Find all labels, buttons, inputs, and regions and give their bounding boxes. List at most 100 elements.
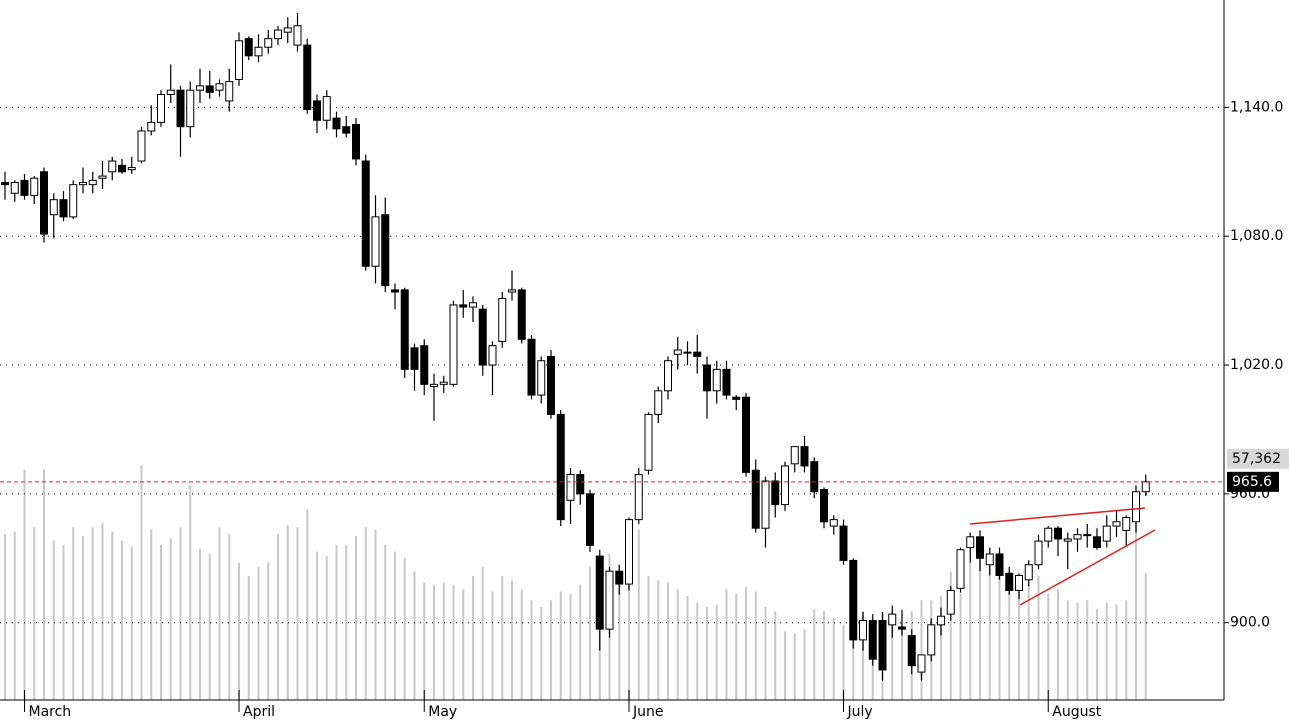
volume-bar [891, 611, 894, 700]
volume-bar [1096, 609, 1098, 700]
candle-body [1093, 536, 1101, 549]
candle-body [888, 613, 897, 626]
candle-body [586, 493, 594, 546]
volume-layer [4, 465, 1147, 700]
y-tick-label: 1,020.0 [1230, 357, 1283, 373]
volume-bar [1066, 600, 1069, 700]
volume-bar [520, 589, 523, 700]
volume-bar [121, 540, 123, 700]
volume-bar [842, 624, 845, 700]
candle-body [147, 121, 156, 132]
volume-bar [296, 527, 299, 700]
candle-body [332, 117, 341, 130]
candle-body [381, 214, 390, 287]
candle-body [751, 469, 760, 529]
candle-body [927, 624, 936, 656]
candle-body [313, 100, 321, 121]
volume-bar [706, 606, 708, 700]
candle-body [449, 304, 458, 385]
volume-bar [481, 567, 484, 700]
volume-bar [559, 591, 562, 700]
candle-body [693, 351, 702, 357]
candle-body [254, 46, 263, 57]
volume-bar [43, 469, 45, 700]
x-tick-label: August [1052, 704, 1102, 720]
volume-bar [364, 527, 367, 700]
candle-body [293, 25, 302, 46]
volume-bar [550, 600, 552, 700]
volume-bar [101, 522, 104, 700]
candle-body [469, 302, 477, 308]
last-price-label: 965.6 [1232, 474, 1272, 490]
volume-bar [13, 531, 16, 700]
candle-body [478, 308, 487, 366]
volume-bar [676, 589, 679, 700]
volume-bar [130, 547, 133, 700]
volume-bar [394, 551, 396, 700]
volume-bar [540, 606, 543, 700]
y-tick-label: 900.0 [1230, 615, 1270, 631]
volume-bar [1086, 600, 1089, 700]
candle-body [790, 446, 799, 465]
volume-bar [150, 529, 153, 700]
candle-body [956, 549, 965, 589]
volume-bar [686, 595, 689, 700]
volume-bar [1047, 593, 1050, 700]
candle-body [420, 345, 429, 385]
candle-body [1024, 564, 1033, 581]
volume-bar [472, 575, 474, 700]
volume-bar [491, 591, 494, 700]
candle-body [995, 553, 1004, 576]
candle-body [391, 289, 399, 293]
candle-body [566, 474, 575, 501]
candle-body [10, 182, 19, 194]
candle-body [771, 480, 780, 506]
x-tick-label: May [428, 704, 457, 720]
volume-bar [111, 531, 114, 700]
volume-bar [579, 584, 582, 700]
volume-bar [355, 536, 357, 700]
candle-body [108, 160, 117, 173]
volume-bar [325, 556, 328, 700]
volume-bar [1135, 505, 1137, 700]
candle-body [966, 536, 975, 549]
volume-bar [433, 584, 435, 700]
volume-bar [784, 631, 786, 700]
volume-bar [920, 600, 923, 700]
candle-body [430, 383, 438, 388]
candle-body [722, 368, 731, 396]
volume-bar [667, 582, 669, 700]
candle-body [898, 626, 906, 630]
candle-body [1063, 538, 1072, 542]
volume-bar [832, 618, 835, 700]
volume-bar [745, 587, 747, 700]
volume-bar [306, 509, 309, 700]
candle-body [59, 199, 68, 218]
candle-body [1112, 521, 1121, 527]
candle-body [322, 96, 331, 121]
candle-body [1073, 534, 1082, 540]
candle-body [1054, 527, 1062, 540]
candle-body [215, 83, 224, 91]
candle-body [537, 360, 546, 396]
candle-body [605, 570, 614, 630]
candle-body [781, 465, 789, 506]
candle-body [976, 536, 984, 559]
candle-body [244, 38, 253, 57]
candle-body [907, 635, 916, 667]
volume-bar [647, 575, 650, 700]
candle-body [283, 27, 292, 33]
volume-bar [82, 536, 84, 700]
volume-bar [33, 527, 36, 700]
volume-bar [637, 529, 640, 700]
volume-bar [160, 544, 162, 700]
candle-body [849, 559, 858, 641]
candle-body [917, 654, 926, 673]
volume-bar [940, 595, 942, 700]
candle-body [878, 620, 887, 671]
volume-bar [374, 529, 377, 700]
volume-bar [998, 569, 1001, 700]
volume-bar [228, 533, 231, 700]
candle-body [1141, 481, 1150, 493]
